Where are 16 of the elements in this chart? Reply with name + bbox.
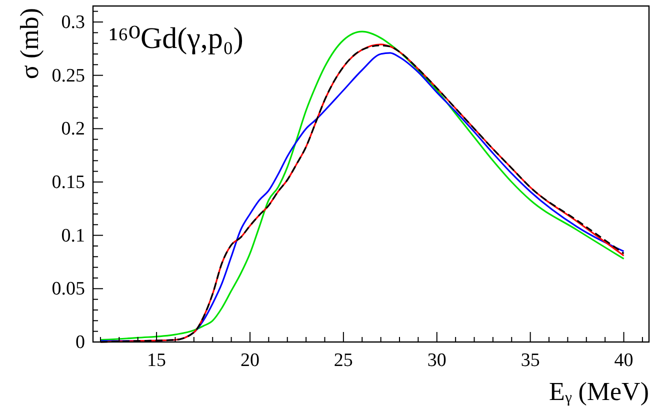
x-tick-label: 40	[614, 350, 634, 371]
y-tick-label: 0.1	[61, 225, 85, 246]
y-tick-label: 0	[76, 332, 85, 353]
y-tick-label: 0.25	[52, 65, 85, 86]
x-axis-title: Eᵧ (MeV)	[548, 377, 649, 406]
y-tick-label: 0.3	[61, 12, 85, 33]
y-axis-title: σ (mb)	[15, 8, 44, 80]
y-tick-label: 0.05	[52, 278, 85, 300]
x-tick-label: 25	[334, 350, 353, 371]
x-tick-label: 30	[427, 350, 446, 371]
y-tick-label: 0.15	[52, 172, 85, 193]
annotation: ¹⁶⁰Gd(γ,p₀)	[109, 22, 244, 55]
x-tick-label: 35	[520, 350, 540, 371]
x-tick-label: 15	[147, 350, 166, 371]
y-tick-label: 0.2	[61, 118, 85, 140]
x-tick-label: 20	[240, 350, 260, 371]
